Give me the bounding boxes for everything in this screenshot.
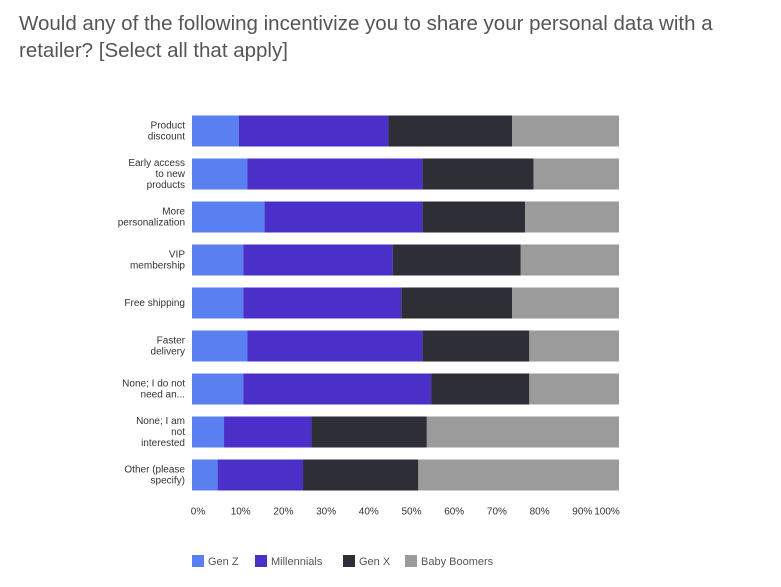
x-tick-label: 10% bbox=[231, 507, 251, 518]
legend-label: Gen Z bbox=[208, 556, 239, 568]
bar-segment bbox=[238, 115, 389, 147]
bar-segment bbox=[192, 287, 244, 319]
x-tick-label: 60% bbox=[444, 507, 464, 518]
x-tick-label: 50% bbox=[401, 507, 421, 518]
bar-segment bbox=[529, 373, 619, 405]
bar-segment bbox=[217, 459, 304, 491]
category-label: Other (please specify) bbox=[124, 464, 185, 486]
bar-segment bbox=[192, 459, 218, 491]
bar-segment bbox=[192, 158, 248, 190]
bar-segment bbox=[192, 373, 244, 405]
bar-segment bbox=[243, 287, 402, 319]
x-tick-label: 80% bbox=[530, 507, 550, 518]
category-label: VIP membership bbox=[130, 249, 185, 271]
bar-segment bbox=[431, 373, 530, 405]
category-label: Early access to new products bbox=[128, 158, 185, 191]
bar-segment bbox=[243, 373, 432, 405]
bar-segment bbox=[525, 201, 619, 233]
bar-segment bbox=[247, 158, 423, 190]
bar-segment bbox=[520, 244, 619, 276]
bar-segment bbox=[392, 244, 521, 276]
category-label: None; I am not interested bbox=[136, 416, 185, 449]
category-label: Free shipping bbox=[124, 298, 185, 309]
category-label: Product discount bbox=[148, 120, 185, 142]
legend-swatch bbox=[255, 555, 267, 567]
x-tick-label: 0% bbox=[191, 507, 206, 518]
x-tick-label: 20% bbox=[273, 507, 293, 518]
bar-segment bbox=[422, 201, 526, 233]
legend-label: Gen X bbox=[359, 556, 391, 568]
bar-segment bbox=[192, 416, 225, 448]
bar-segment bbox=[422, 330, 530, 362]
bar-segment bbox=[192, 244, 244, 276]
x-tick-label: 90% bbox=[572, 507, 592, 518]
bar-segment bbox=[426, 416, 619, 448]
category-label: More personalization bbox=[118, 206, 186, 228]
bar-segment bbox=[192, 115, 239, 147]
x-tick-label: 70% bbox=[487, 507, 507, 518]
bar-segment bbox=[224, 416, 312, 448]
bar-segment bbox=[418, 459, 619, 491]
legend: Gen Z Millennials Gen X Baby Boomers bbox=[192, 555, 494, 568]
category-label: None; I do not need an... bbox=[122, 378, 185, 400]
legend-swatch bbox=[405, 555, 417, 567]
bar-segment bbox=[247, 330, 423, 362]
legend-label: Millennials bbox=[271, 556, 323, 568]
bar-segment bbox=[512, 115, 619, 147]
bar-segment bbox=[311, 416, 427, 448]
bar-segment bbox=[264, 201, 423, 233]
bar-segment bbox=[512, 287, 619, 319]
x-tick-label: 40% bbox=[359, 507, 379, 518]
category-label: Faster delivery bbox=[151, 335, 186, 357]
bar-segment bbox=[303, 459, 419, 491]
bar-segment bbox=[533, 158, 619, 190]
legend-label: Baby Boomers bbox=[421, 556, 494, 568]
x-tick-label: 100% bbox=[594, 507, 620, 518]
legend-swatch bbox=[343, 555, 355, 567]
x-tick-label: 30% bbox=[316, 507, 336, 518]
bar-segment bbox=[401, 287, 513, 319]
bar-segment bbox=[192, 330, 248, 362]
bar-segment bbox=[192, 201, 265, 233]
bar-segment bbox=[422, 158, 534, 190]
bar-segment bbox=[243, 244, 393, 276]
bar-segment bbox=[529, 330, 619, 362]
chart-title: Would any of the following incentivize y… bbox=[19, 12, 713, 62]
legend-swatch bbox=[192, 555, 204, 567]
bar-segment bbox=[388, 115, 513, 147]
